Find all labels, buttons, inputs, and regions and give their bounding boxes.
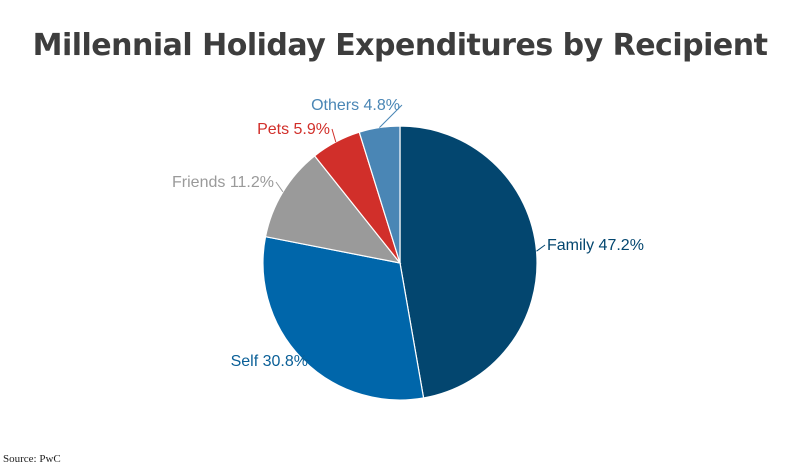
pie-slice-family bbox=[399, 125, 538, 399]
pie-slice-others bbox=[358, 125, 401, 264]
pie-label-self: Self 30.8% bbox=[231, 353, 308, 370]
leader-line-self bbox=[301, 358, 311, 362]
pie-label-others: Others 4.8% bbox=[311, 97, 400, 114]
pie-label-pets: Pets 5.9% bbox=[257, 121, 330, 138]
leader-line-pets bbox=[331, 128, 337, 143]
pie-labels: Family 47.2% Self 30.8% Friends 11.2% Pets … bbox=[172, 97, 644, 370]
source-note: Source: PwC bbox=[3, 453, 61, 465]
leader-line-others bbox=[379, 104, 403, 128]
pie-label-friends: Friends 11.2% bbox=[172, 174, 274, 191]
pie-slices bbox=[262, 125, 538, 401]
pie-label-family: Family 47.2% bbox=[547, 237, 644, 254]
leader-line-friends bbox=[275, 181, 284, 193]
leader-line-family bbox=[536, 244, 546, 252]
chart-title: Millennial Holiday Expenditures by Recip… bbox=[32, 28, 768, 63]
